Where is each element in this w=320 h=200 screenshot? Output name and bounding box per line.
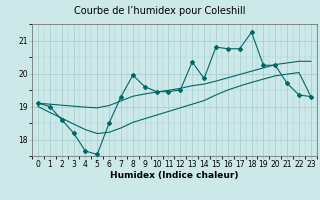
X-axis label: Humidex (Indice chaleur): Humidex (Indice chaleur) [110, 171, 239, 180]
Text: Courbe de l’humidex pour Coleshill: Courbe de l’humidex pour Coleshill [74, 6, 246, 16]
